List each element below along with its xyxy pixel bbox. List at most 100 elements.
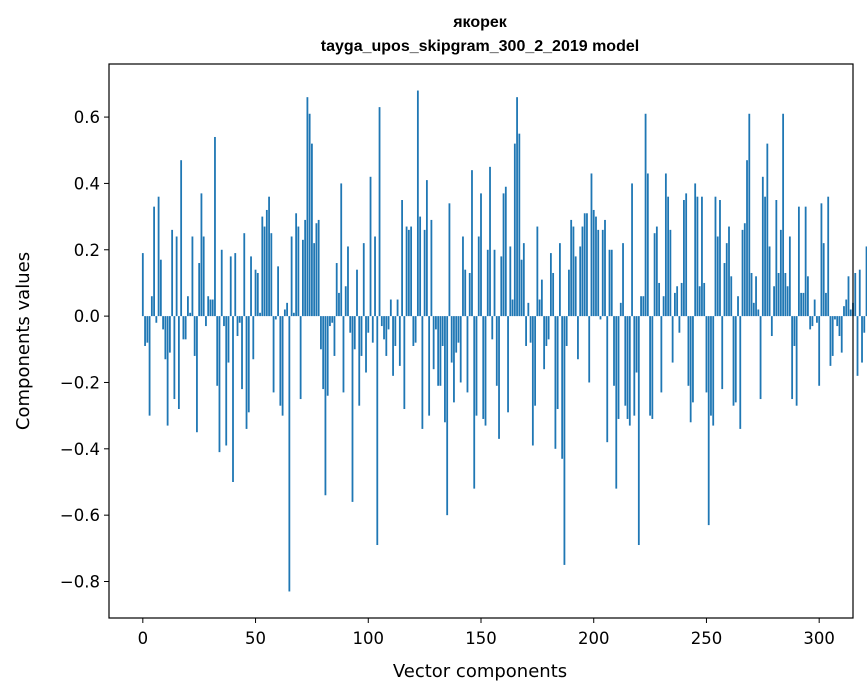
bar-component-217	[631, 183, 633, 317]
bar-component-255	[716, 236, 719, 317]
bar-component-102	[371, 316, 374, 343]
bar-component-170	[525, 316, 527, 346]
bar-component-80	[322, 316, 325, 390]
bar-component-219	[635, 316, 638, 373]
bar-component-99	[365, 316, 367, 373]
bar-component-223	[644, 113, 647, 317]
bar-component-257	[721, 316, 724, 390]
bar-component-146	[471, 170, 473, 317]
bar-component-27	[202, 236, 205, 317]
bar-component-262	[732, 316, 735, 406]
x-tick-label: 50	[245, 629, 266, 648]
bar-component-4	[150, 296, 153, 317]
bar-component-302	[822, 243, 825, 317]
y-axis-label: Components values	[13, 252, 34, 430]
bar-component-284	[782, 113, 785, 317]
bar-component-76	[313, 243, 316, 317]
bar-component-73	[306, 97, 309, 317]
bar-component-22	[191, 236, 194, 317]
bar-component-72	[304, 219, 307, 317]
bar-component-21	[189, 312, 192, 317]
x-tick-label: 300	[803, 629, 835, 648]
bar-component-147	[473, 316, 476, 489]
bar-component-84	[331, 316, 334, 323]
bar-component-258	[723, 263, 726, 317]
x-tick-label: 100	[353, 629, 385, 648]
bar-component-215	[626, 316, 629, 419]
bar-component-212	[619, 302, 622, 317]
bar-component-67	[292, 312, 295, 317]
bar-component-190	[570, 219, 573, 317]
bar-component-128	[430, 219, 433, 317]
bar-component-81	[324, 316, 327, 496]
bar-component-275	[761, 176, 764, 317]
bar-component-235	[671, 316, 674, 363]
bar-component-116	[403, 316, 406, 410]
bar-component-243	[689, 316, 692, 423]
bar-component-246	[696, 196, 699, 317]
bar-component-46	[245, 316, 248, 429]
bar-component-232	[664, 173, 667, 317]
bar-component-244	[692, 316, 694, 403]
bar-component-216	[628, 316, 631, 426]
bar-component-163	[509, 246, 512, 317]
bar-component-171	[527, 302, 530, 317]
bar-component-298	[813, 299, 816, 317]
bar-component-189	[568, 269, 570, 317]
bar-component-89	[342, 316, 345, 393]
bar-component-44	[241, 316, 243, 390]
bar-component-271	[752, 302, 755, 317]
bar-component-137	[450, 316, 453, 363]
bar-component-226	[651, 316, 654, 419]
bar-component-184	[556, 316, 559, 410]
bar-component-53	[261, 216, 264, 317]
bar-component-185	[559, 243, 561, 317]
bar-component-203	[599, 316, 602, 320]
x-axis-ticks: 0 50 100 150 200 250 300	[138, 618, 835, 648]
bar-component-154	[489, 166, 491, 317]
bar-component-268	[746, 160, 748, 317]
bar-component-1	[144, 316, 146, 346]
bar-component-35	[220, 249, 223, 317]
bar-component-269	[748, 113, 751, 317]
bar-component-17	[180, 160, 183, 317]
bar-component-126	[425, 180, 428, 317]
bar-component-283	[779, 229, 782, 317]
bar-component-181	[549, 253, 552, 317]
bar-component-85	[333, 316, 336, 356]
bar-component-180	[547, 316, 550, 340]
bar-component-166	[516, 97, 518, 317]
bar-component-187	[563, 316, 566, 565]
bar-component-7	[157, 196, 160, 317]
bar-component-168	[520, 259, 523, 317]
bar-component-90	[344, 286, 347, 317]
bar-component-311	[843, 306, 845, 317]
bar-component-127	[428, 316, 431, 416]
bar-component-316	[854, 272, 857, 317]
bar-component-148	[475, 316, 478, 416]
bar-component-0	[141, 253, 144, 317]
bar-component-247	[698, 286, 701, 317]
bar-component-141	[459, 316, 462, 383]
bar-component-105	[378, 107, 381, 317]
bar-component-42	[236, 316, 239, 337]
bar-component-273	[757, 309, 760, 317]
bar-component-100	[367, 316, 370, 333]
bar-component-63	[283, 309, 286, 317]
bar-component-289	[793, 316, 796, 346]
bar-component-288	[791, 316, 794, 400]
bar-component-32	[214, 136, 216, 317]
bar-component-296	[809, 316, 812, 330]
bar-component-318	[858, 269, 861, 317]
bar-component-13	[171, 229, 174, 317]
bar-component-239	[680, 282, 683, 317]
bar-component-2	[146, 316, 149, 343]
bar-component-192	[574, 256, 577, 317]
bar-component-96	[358, 316, 361, 406]
bar-component-260	[728, 226, 730, 317]
bar-component-191	[572, 226, 575, 317]
bar-component-202	[597, 229, 600, 317]
bar-component-245	[694, 183, 697, 317]
bar-component-103	[374, 236, 376, 317]
bar-component-40	[232, 316, 234, 482]
